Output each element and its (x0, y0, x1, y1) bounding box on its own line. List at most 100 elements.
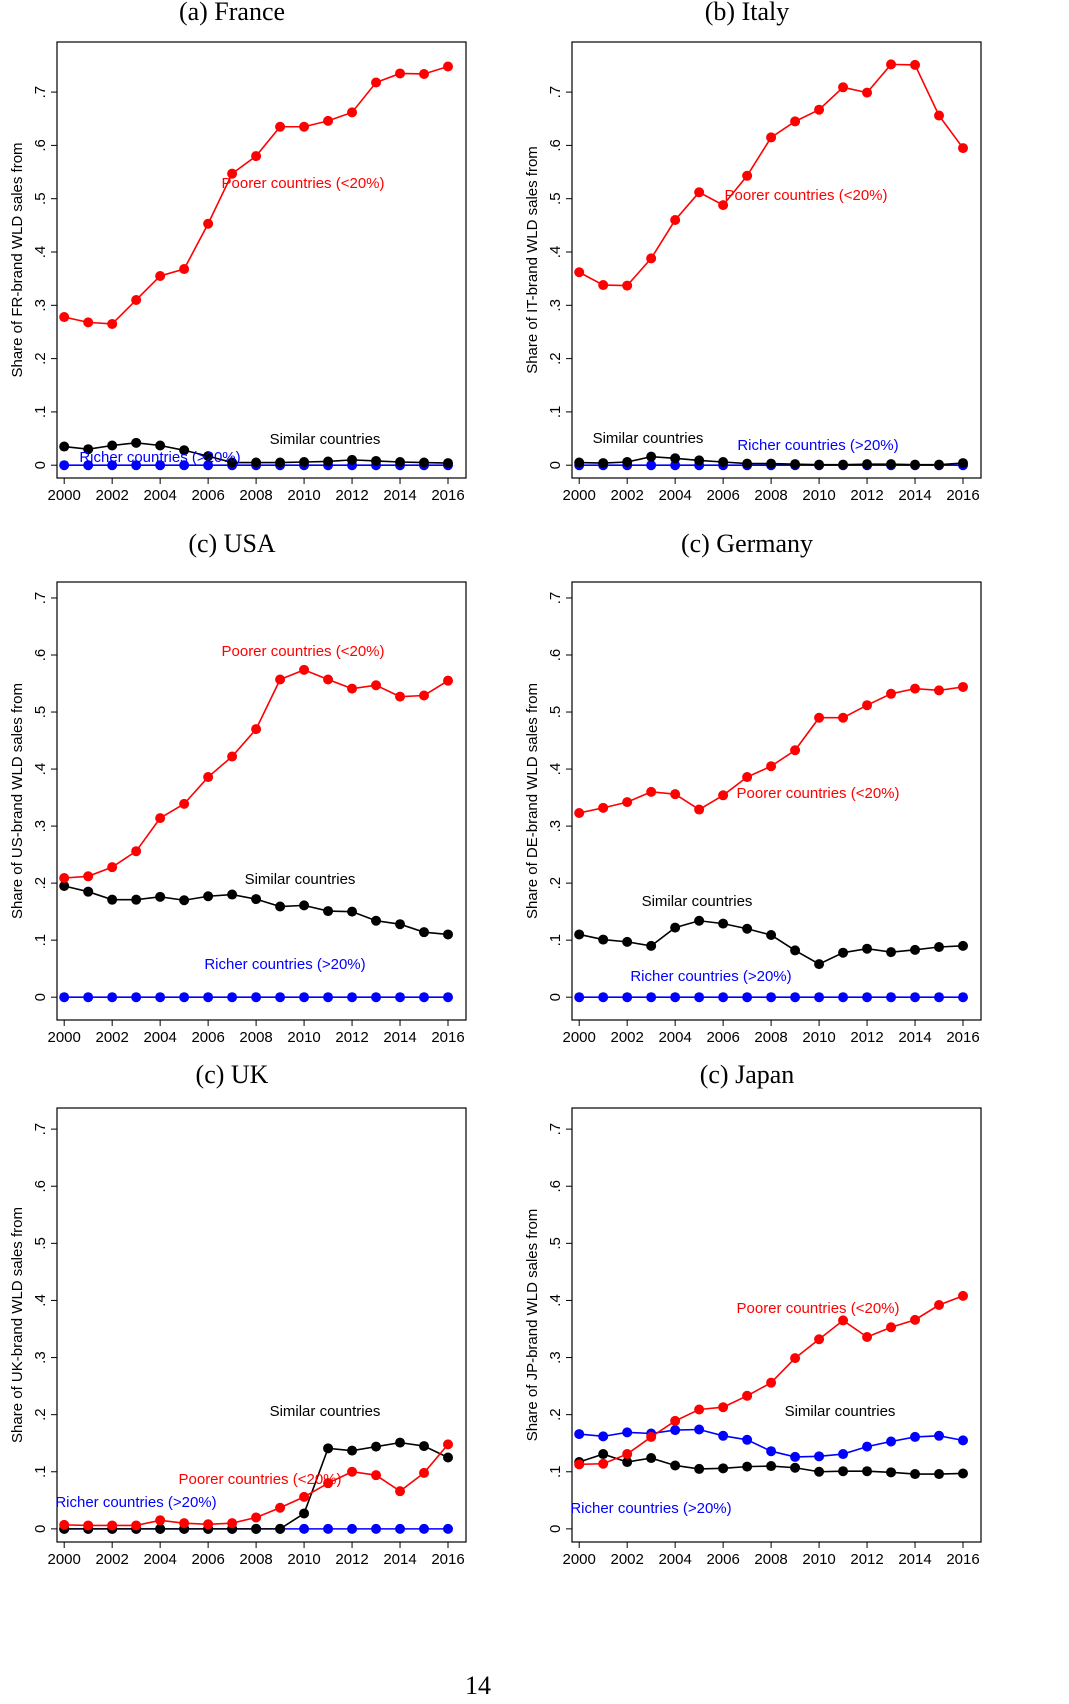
data-point (838, 712, 849, 723)
data-point (886, 59, 897, 70)
plot-frame (56, 1107, 467, 1543)
data-point (443, 1523, 454, 1534)
data-point (419, 690, 430, 701)
data-point (790, 1451, 801, 1462)
data-point (742, 458, 753, 469)
data-point (179, 460, 190, 471)
data-point (718, 1402, 729, 1413)
data-point (347, 1523, 358, 1534)
data-point (646, 460, 657, 471)
x-tick-label: 2000 (563, 487, 596, 504)
plot-frame (571, 1107, 982, 1543)
data-point (742, 992, 753, 1003)
data-point (646, 992, 657, 1003)
x-tick-label: 2012 (850, 487, 883, 504)
data-point (694, 1404, 705, 1415)
data-point (910, 1469, 921, 1480)
data-point (83, 871, 94, 882)
data-point (886, 459, 897, 470)
y-tick-label: .4 (32, 1294, 49, 1307)
data-point (646, 1431, 657, 1442)
data-point (83, 317, 94, 328)
y-tick-label: .1 (547, 1466, 564, 1479)
data-point (862, 1331, 873, 1342)
data-point (251, 457, 262, 468)
series-label: Richer countries (>20%) (737, 437, 898, 454)
plot-frame (56, 581, 467, 1021)
data-point (838, 947, 849, 958)
data-point (886, 1436, 897, 1447)
data-point (766, 1377, 777, 1388)
x-tick-label: 2006 (191, 1029, 224, 1046)
x-tick-label: 2004 (143, 1551, 176, 1568)
data-point (718, 200, 729, 211)
data-point (742, 1461, 753, 1472)
data-point (766, 1446, 777, 1457)
data-point (419, 1523, 430, 1534)
data-point (275, 1523, 286, 1534)
data-point (646, 940, 657, 951)
x-tick-label: 2002 (610, 1551, 643, 1568)
data-point (766, 761, 777, 772)
data-point (419, 68, 430, 79)
data-point (83, 460, 94, 471)
data-point (574, 1459, 585, 1470)
x-tick-label: 2004 (658, 487, 691, 504)
data-point (227, 1518, 238, 1529)
x-tick-label: 2006 (706, 1551, 739, 1568)
y-tick-label: 0 (547, 461, 564, 469)
data-point (179, 445, 190, 456)
y-axis-label: Share of US-brand WLD sales from (9, 683, 26, 919)
x-tick-label: 2016 (431, 1551, 464, 1568)
data-point (670, 1460, 681, 1471)
data-point (766, 930, 777, 941)
y-tick-label: 0 (547, 1525, 564, 1533)
data-point (622, 1427, 633, 1438)
panel-title: (a) France (179, 0, 285, 26)
y-tick-label: .7 (547, 86, 564, 99)
data-point (694, 915, 705, 926)
x-tick-label: 2014 (898, 487, 931, 504)
x-tick-label: 2014 (383, 487, 416, 504)
x-tick-label: 2000 (563, 1551, 596, 1568)
x-tick-label: 2014 (898, 1029, 931, 1046)
data-point (694, 455, 705, 466)
data-point (958, 1468, 969, 1479)
series-label: Richer countries (>20%) (79, 449, 240, 466)
x-tick-label: 2016 (431, 487, 464, 504)
y-tick-label: .4 (32, 763, 49, 776)
series-label: Poorer countries (<20%) (179, 1471, 342, 1488)
data-point (958, 1435, 969, 1446)
data-point (670, 460, 681, 471)
data-point (718, 918, 729, 929)
y-tick-label: .2 (32, 352, 49, 365)
data-point (83, 1520, 94, 1531)
data-point (203, 460, 214, 471)
data-point (838, 459, 849, 470)
data-point (155, 1515, 166, 1526)
data-point (59, 441, 70, 452)
data-point (323, 906, 334, 917)
data-point (59, 872, 70, 883)
data-point (910, 992, 921, 1003)
x-tick-label: 2010 (287, 487, 320, 504)
data-point (179, 1518, 190, 1529)
data-point (910, 1431, 921, 1442)
y-tick-label: .7 (547, 1123, 564, 1136)
data-point (622, 992, 633, 1003)
x-tick-label: 2012 (850, 1551, 883, 1568)
y-tick-label: .3 (547, 299, 564, 312)
data-point (622, 797, 633, 808)
data-point (670, 1415, 681, 1426)
data-point (107, 862, 118, 873)
data-point (347, 683, 358, 694)
x-tick-label: 2014 (383, 1551, 416, 1568)
data-point (790, 116, 801, 127)
data-point (766, 992, 777, 1003)
data-point (275, 901, 286, 912)
y-tick-label: .3 (32, 299, 49, 312)
data-point (766, 132, 777, 143)
data-point (862, 87, 873, 98)
data-point (694, 804, 705, 815)
